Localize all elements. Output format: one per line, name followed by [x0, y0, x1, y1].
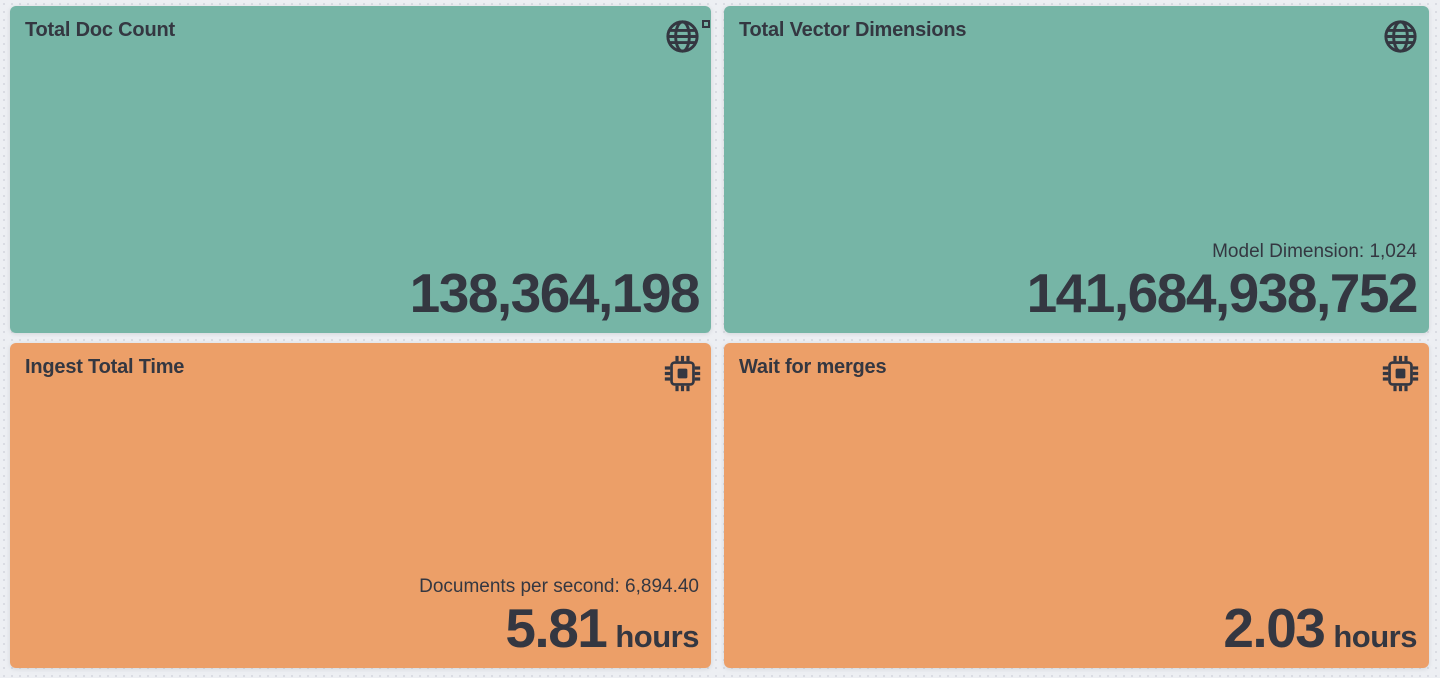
panel-title: Ingest Total Time	[25, 356, 185, 378]
metric-value: 138,364,198	[409, 262, 701, 325]
panel-title: Wait for merges	[739, 356, 887, 378]
panel-header: Ingest Total Time	[10, 343, 711, 393]
panel-title: Total Doc Count	[25, 19, 175, 41]
panel-header: Total Doc Count	[10, 6, 711, 56]
metric-subtitle: Documents per second: 6,894.40	[419, 575, 699, 597]
metric-value: 2.03	[1223, 597, 1326, 660]
panel-title: Total Vector Dimensions	[739, 19, 967, 41]
metric-value: 5.81	[505, 597, 608, 660]
metric-block: 2.03 hours	[724, 597, 1429, 668]
globe-icon	[663, 17, 710, 56]
metric-block: Documents per second: 6,894.40 5.81 hours	[10, 574, 711, 668]
metric-unit: hours	[615, 619, 699, 655]
metric-value: 141,684,938,752	[1026, 262, 1419, 325]
icon-badge-square	[702, 20, 710, 28]
metric-panel-wait-for-merges[interactable]: Wait for merges	[724, 343, 1429, 668]
panel-header: Wait for merges	[724, 343, 1429, 393]
globe-icon	[1381, 17, 1420, 56]
metric-panel-total-vector-dimensions[interactable]: Total Vector Dimensions Model Dimension:…	[724, 6, 1429, 333]
chip-icon	[663, 354, 702, 393]
chip-icon	[1381, 354, 1420, 393]
panel-header: Total Vector Dimensions	[724, 6, 1429, 56]
metric-unit: hours	[1333, 619, 1417, 655]
metric-block: 138,364,198	[10, 262, 711, 333]
metric-block: Model Dimension: 1,024 141,684,938,752	[724, 239, 1429, 333]
metric-subtitle: Model Dimension: 1,024	[1212, 240, 1417, 262]
metric-panel-ingest-total-time[interactable]: Ingest Total Time	[10, 343, 711, 668]
metric-panel-total-doc-count[interactable]: Total Doc Count 138,364,198	[10, 6, 711, 333]
